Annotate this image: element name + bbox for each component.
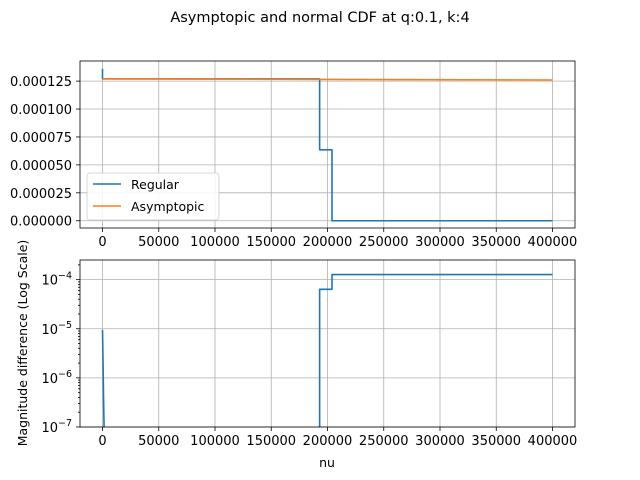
- x-tick-label: 350000: [471, 235, 521, 250]
- series-line-regular: [101, 329, 105, 427]
- legend: Regular Asymptopic: [86, 172, 220, 221]
- x-tick-label: 100000: [190, 235, 240, 250]
- y-tick-label: 0.000125: [10, 75, 72, 90]
- y-tick-label: 10−7: [41, 418, 72, 436]
- x-tick-label: 50000: [138, 434, 179, 449]
- x-tick-label: 200000: [303, 434, 353, 449]
- y-tick-label: 0.000075: [10, 131, 72, 146]
- x-tick-label: 0: [98, 434, 106, 449]
- top-panel: 0 50000 100000 150000 200000 250000 300000 3500…: [10, 60, 577, 250]
- bottom-x-ticks: 0 50000 100000 150000 200000 250000 300000 3500…: [98, 427, 577, 449]
- bottom-grid: [80, 260, 575, 428]
- bottom-y-ticks: 10−7 10−6 10−5 10−4: [41, 264, 80, 436]
- x-axis-label: nu: [319, 455, 335, 470]
- x-tick-label: 50000: [138, 235, 179, 250]
- series-line-asymptopic: [102, 78, 553, 81]
- y-tick-label: 0.000050: [10, 159, 72, 174]
- y-tick-label: 0.000025: [10, 187, 72, 202]
- x-tick-label: 0: [98, 235, 106, 250]
- x-tick-label: 150000: [246, 434, 296, 449]
- x-tick-label: 250000: [359, 235, 409, 250]
- x-tick-label: 400000: [528, 434, 578, 449]
- x-tick-label: 300000: [415, 434, 465, 449]
- y-tick-label: 10−5: [41, 320, 72, 338]
- top-x-ticks: 0 50000 100000 150000 200000 250000 300000 3500…: [98, 228, 577, 250]
- x-tick-label: 400000: [528, 235, 578, 250]
- bottom-panel: 0 50000 100000 150000 200000 250000 300000 3500…: [41, 259, 577, 449]
- top-y-ticks: 0.000000 0.000025 0.000050 0.000075 0.000100…: [10, 75, 80, 230]
- x-tick-label: 200000: [303, 235, 353, 250]
- bottom-series-group: [101, 273, 553, 427]
- y-axis-label: Magnitude difference (Log Scale): [15, 240, 30, 447]
- legend-label-regular: Regular: [131, 177, 180, 192]
- series-line-regular: [318, 273, 553, 427]
- chart-title: Asymptopic and normal CDF at q:0.1, k:4: [170, 10, 469, 26]
- y-tick-label: 10−4: [41, 271, 72, 289]
- top-series-group: [101, 68, 553, 222]
- x-tick-label: 350000: [471, 434, 521, 449]
- x-tick-label: 150000: [246, 235, 296, 250]
- y-tick-label: 0.000000: [10, 215, 72, 230]
- x-tick-label: 100000: [190, 434, 240, 449]
- x-tick-label: 300000: [415, 235, 465, 250]
- y-tick-label: 10−6: [41, 369, 72, 387]
- y-tick-label: 0.000100: [10, 103, 72, 118]
- x-tick-label: 250000: [359, 434, 409, 449]
- legend-label-asymptopic: Asymptopic: [131, 199, 205, 214]
